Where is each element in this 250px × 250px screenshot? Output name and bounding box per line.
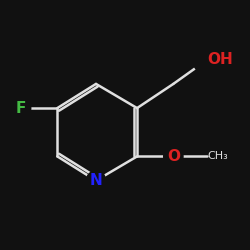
Text: N: N <box>90 173 102 188</box>
Text: O: O <box>167 149 180 164</box>
Text: CH₃: CH₃ <box>207 152 228 162</box>
Circle shape <box>12 98 31 118</box>
Text: F: F <box>16 100 26 116</box>
Circle shape <box>164 147 183 166</box>
Circle shape <box>193 45 222 74</box>
Circle shape <box>86 171 106 190</box>
Text: OH: OH <box>207 52 233 67</box>
